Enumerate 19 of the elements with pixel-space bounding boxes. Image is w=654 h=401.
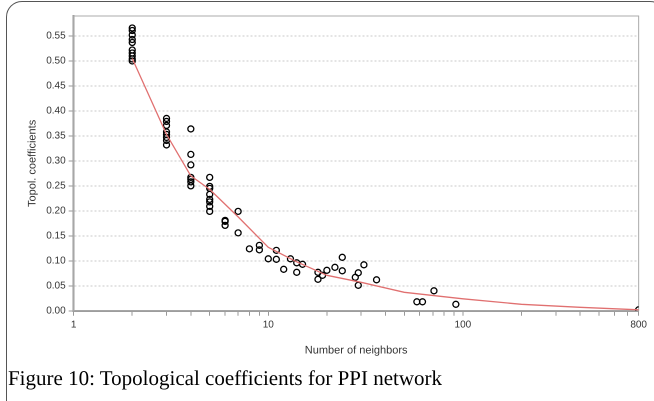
y-tick-label: 0.15 [46,230,66,242]
y-tick-label: 0.40 [46,106,66,117]
y-tick-label: 0.50 [46,56,66,67]
y-tick-label: 0.30 [46,156,66,167]
x-axis-title: Number of neighbors [304,344,408,356]
y-tick-label: 0.05 [46,280,66,292]
y-tick-label: 0.00 [46,306,66,317]
y-tick-label: 0.25 [46,180,66,192]
x-tick-label: 1 [70,320,77,331]
y-tick-label: 0.20 [46,206,66,217]
caption: Figure 10: Topological coefficients for PPI network [8,366,442,391]
y-tick-label: 0.35 [46,130,66,142]
y-tick-label: 0.10 [46,256,66,267]
x-tick-label: 10 [262,320,274,331]
x-tick-label: 100 [454,320,472,331]
x-tick-label: 800 [630,320,648,331]
y-tick-label: 0.45 [46,80,66,92]
y-tick-label: 0.55 [46,30,66,42]
y-axis-title: Topol. coefficients [26,119,39,208]
